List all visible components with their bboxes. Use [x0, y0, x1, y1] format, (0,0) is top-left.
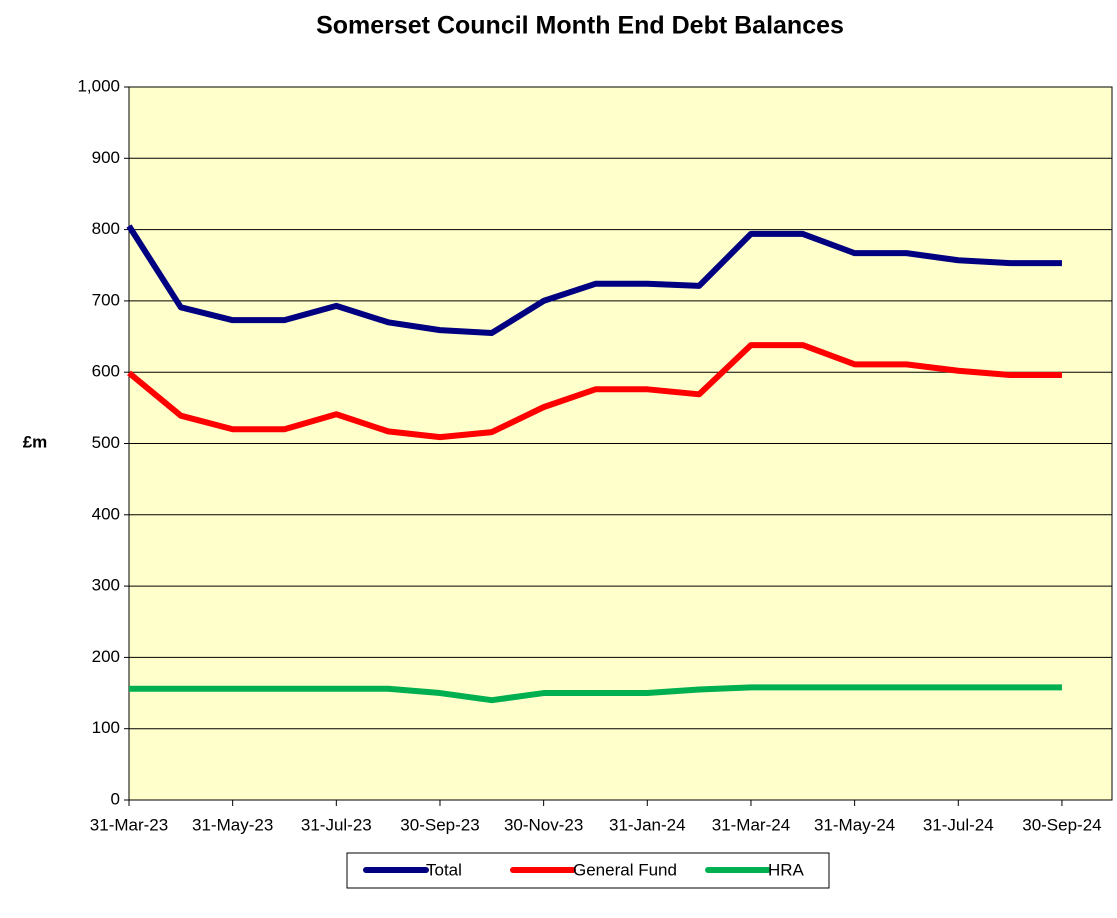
x-tick-label: 30-Sep-24 [1022, 815, 1101, 834]
y-tick-label: 1,000 [77, 76, 120, 95]
y-tick-label: 200 [92, 647, 120, 666]
x-tick-label: 31-Mar-24 [712, 815, 790, 834]
plot-frame [128, 86, 1113, 801]
x-tick-label: 31-Jul-24 [923, 815, 994, 834]
chart-title: Somerset Council Month End Debt Balances [316, 12, 844, 40]
legend-label: HRA [768, 860, 805, 879]
y-axis-label: £m [23, 432, 48, 451]
series-line [129, 684, 1062, 704]
x-tick-label: 31-Jul-23 [301, 815, 372, 834]
x-tick-label: 30-Nov-23 [504, 815, 583, 834]
y-tick-label: 300 [92, 576, 120, 595]
x-tick-label: 31-May-23 [192, 815, 273, 834]
y-tick-label: 500 [92, 433, 120, 452]
y-tick-label: 900 [92, 148, 120, 167]
y-tick-label: 600 [92, 362, 120, 381]
y-tick-label: 400 [92, 504, 120, 523]
y-tick-label: 800 [92, 219, 120, 238]
series-line [127, 342, 1062, 441]
y-tick-label: 0 [111, 789, 120, 808]
series-line [126, 224, 1062, 336]
x-tick-label: 31-May-24 [814, 815, 895, 834]
y-tick-label: 100 [92, 718, 120, 737]
x-tick-label: 31-Jan-24 [609, 815, 686, 834]
y-tick-label: 700 [92, 290, 120, 309]
x-tick-label: 30-Sep-23 [400, 815, 479, 834]
legend-label: General Fund [573, 860, 677, 879]
legend-label: Total [426, 860, 462, 879]
x-tick-label: 31-Mar-23 [90, 815, 168, 834]
